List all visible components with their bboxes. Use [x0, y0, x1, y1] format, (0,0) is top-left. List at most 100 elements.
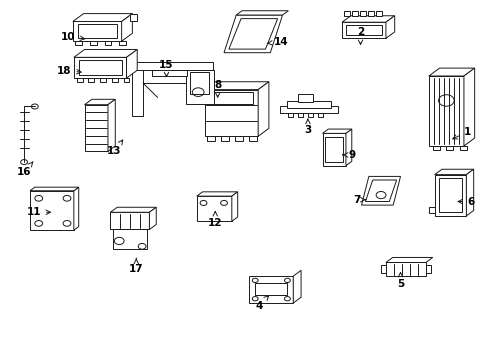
Text: 5: 5 [396, 273, 404, 289]
Text: 3: 3 [304, 119, 311, 135]
Bar [112, 78, 118, 82]
Polygon shape [345, 129, 351, 166]
Polygon shape [30, 187, 79, 191]
Bar [196, 196, 231, 221]
Bar [209, 93, 253, 104]
Polygon shape [126, 49, 137, 78]
Bar [79, 60, 122, 75]
Text: 10: 10 [61, 32, 84, 41]
Bar [100, 78, 106, 82]
Bar [317, 113, 322, 117]
Polygon shape [258, 82, 268, 136]
Bar [322, 134, 345, 166]
Text: 16: 16 [17, 162, 33, 177]
Bar [113, 229, 147, 249]
Text: 17: 17 [129, 258, 143, 274]
Polygon shape [341, 16, 394, 22]
Polygon shape [231, 192, 237, 221]
Text: 2: 2 [356, 27, 364, 44]
Polygon shape [293, 270, 301, 303]
Bar [119, 41, 126, 45]
Bar [344, 12, 349, 16]
Bar [132, 69, 143, 116]
Bar [434, 175, 466, 216]
Bar [248, 136, 256, 141]
Bar [206, 136, 214, 141]
Bar [385, 262, 425, 276]
Bar [78, 24, 117, 39]
Bar [132, 62, 212, 69]
Polygon shape [428, 68, 474, 76]
Polygon shape [385, 16, 394, 39]
Polygon shape [466, 169, 473, 216]
Bar [307, 113, 312, 117]
Bar [286, 101, 330, 108]
Bar [221, 136, 228, 141]
Bar [428, 76, 463, 146]
Bar [185, 69, 214, 104]
Bar [189, 72, 209, 94]
Text: 1: 1 [452, 127, 470, 139]
Bar [432, 146, 439, 149]
Bar [84, 105, 108, 151]
Polygon shape [108, 99, 115, 151]
Bar [359, 12, 365, 16]
Polygon shape [74, 49, 137, 57]
Bar [73, 22, 122, 41]
Bar [75, 41, 82, 45]
Polygon shape [73, 14, 132, 22]
Bar [123, 78, 129, 82]
Polygon shape [122, 14, 132, 41]
Bar [345, 25, 381, 36]
Bar [88, 78, 94, 82]
Text: 7: 7 [352, 195, 365, 205]
Bar [425, 265, 430, 273]
Polygon shape [365, 180, 396, 202]
Bar [380, 265, 385, 273]
Bar [446, 146, 452, 149]
Bar [367, 12, 373, 16]
Bar [110, 212, 149, 229]
Text: 11: 11 [26, 207, 50, 217]
Bar [375, 12, 381, 16]
Bar [104, 41, 111, 45]
Polygon shape [110, 207, 156, 212]
Text: 4: 4 [255, 296, 268, 311]
Text: 13: 13 [107, 140, 122, 156]
Bar [74, 57, 126, 78]
Bar [288, 113, 293, 117]
Bar [298, 113, 303, 117]
Polygon shape [196, 192, 237, 196]
Polygon shape [322, 129, 351, 134]
Bar [30, 191, 74, 230]
Polygon shape [361, 176, 400, 205]
Polygon shape [463, 68, 474, 146]
Bar [341, 22, 385, 39]
Text: 14: 14 [267, 37, 288, 47]
Bar [255, 283, 287, 295]
Text: 12: 12 [207, 212, 222, 228]
Polygon shape [385, 257, 432, 262]
Text: 6: 6 [457, 197, 474, 207]
Bar [438, 178, 462, 212]
Bar [325, 137, 342, 162]
Polygon shape [434, 169, 473, 175]
Polygon shape [224, 15, 282, 53]
Polygon shape [236, 11, 288, 15]
Text: 8: 8 [214, 80, 221, 97]
Bar [428, 207, 434, 213]
Bar [234, 136, 242, 141]
Bar [351, 12, 357, 16]
Bar [90, 41, 97, 45]
Bar [77, 78, 82, 82]
Bar [459, 146, 466, 149]
Bar [279, 107, 337, 113]
Polygon shape [228, 19, 277, 49]
Polygon shape [84, 99, 115, 105]
Bar [204, 90, 258, 136]
Text: 15: 15 [159, 59, 173, 77]
Text: 9: 9 [342, 150, 355, 160]
Polygon shape [74, 187, 79, 230]
Polygon shape [204, 82, 268, 90]
Bar [152, 69, 186, 76]
